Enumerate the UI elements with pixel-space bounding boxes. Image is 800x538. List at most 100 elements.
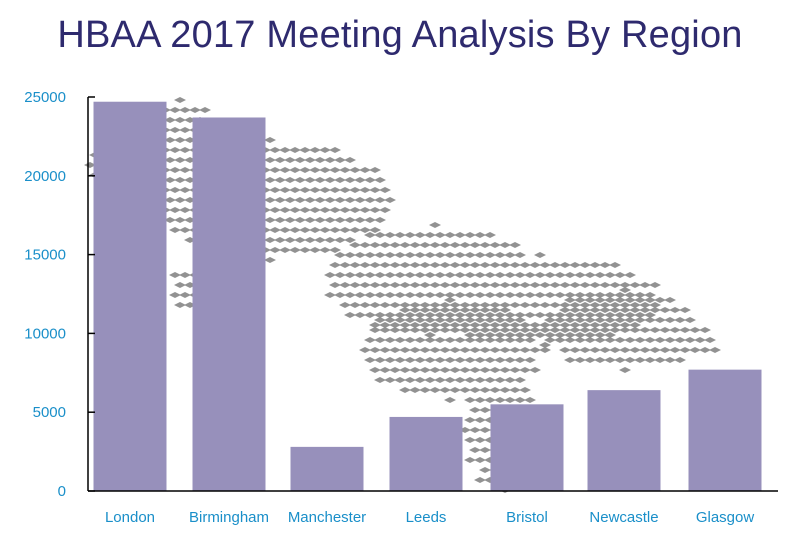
map-tile [574,337,586,343]
map-tile [394,357,406,363]
map-tile [404,252,416,258]
map-tile [574,317,586,323]
map-tile [469,322,481,328]
map-tile [444,272,456,278]
map-tile [679,327,691,333]
map-tile [179,227,191,233]
map-tile [684,337,696,343]
map-tile [574,297,586,303]
map-tile [349,187,361,193]
map-tile [339,167,351,173]
map-tile [389,262,401,268]
map-tile [304,217,316,223]
map-tile [454,272,466,278]
map-tile [339,262,351,268]
map-tile [459,327,471,333]
map-tile [629,322,641,328]
map-tile [444,312,456,318]
map-tile [434,337,446,343]
map-tile [164,137,176,143]
map-tile [564,272,576,278]
map-tile [474,312,486,318]
map-tile [539,342,551,348]
map-tile [264,217,276,223]
map-tile [484,337,496,343]
map-tile [599,302,611,308]
map-tile [424,357,436,363]
map-tile [614,272,626,278]
map-tile [329,227,341,233]
map-tile [654,357,666,363]
map-tile [499,242,511,248]
map-tile [419,262,431,268]
map-tile [164,157,176,163]
map-tile [574,312,586,318]
map-tile [359,207,371,213]
map-tile [594,357,606,363]
map-tile [639,347,651,353]
map-tile [569,282,581,288]
map-tile [419,327,431,333]
map-tile [344,177,356,183]
map-tile [299,147,311,153]
map-tile [669,327,681,333]
map-tile [164,177,176,183]
map-tile [624,272,636,278]
map-tile [524,312,536,318]
map-tile [539,282,551,288]
map-tile [269,167,281,173]
map-tile [374,377,386,383]
map-tile [414,312,426,318]
map-tile [554,332,566,338]
x-tick-label: Manchester [288,509,366,526]
map-tile [464,397,476,403]
map-tile [579,322,591,328]
map-tile [594,292,606,298]
map-tile [379,207,391,213]
map-tile [464,312,476,318]
map-tile [554,312,566,318]
bar-manchester [290,446,364,491]
map-tile [504,292,516,298]
map-tile [414,317,426,323]
map-tile [169,127,181,133]
map-tile [434,252,446,258]
map-tile [444,292,456,298]
map-tile [429,327,441,333]
map-tile [479,327,491,333]
map-tile [489,387,501,393]
map-tile [474,417,486,423]
map-tile [464,357,476,363]
map-tile [419,302,431,308]
map-tile [454,377,466,383]
map-tile [429,367,441,373]
map-tile [179,292,191,298]
map-tile [454,337,466,343]
y-tick-label: 20000 [24,168,66,185]
map-tile [524,397,536,403]
map-tile [514,317,526,323]
map-tile [399,387,411,393]
map-tile [394,232,406,238]
map-tile [474,272,486,278]
map-tile [559,347,571,353]
map-tile [324,157,336,163]
map-tile [624,297,636,303]
map-tile [554,292,566,298]
map-tile [484,397,496,403]
map-tile [544,332,556,338]
map-tile [339,282,351,288]
bar-group [93,101,762,491]
map-tile [484,332,496,338]
map-tile [429,262,441,268]
map-tile [339,227,351,233]
map-tile [699,327,711,333]
map-tile [534,272,546,278]
map-tile [389,367,401,373]
map-tile [599,262,611,268]
map-tile [399,302,411,308]
map-tile [289,227,301,233]
map-tile [419,307,431,313]
map-tile [374,217,386,223]
map-tile [179,127,191,133]
